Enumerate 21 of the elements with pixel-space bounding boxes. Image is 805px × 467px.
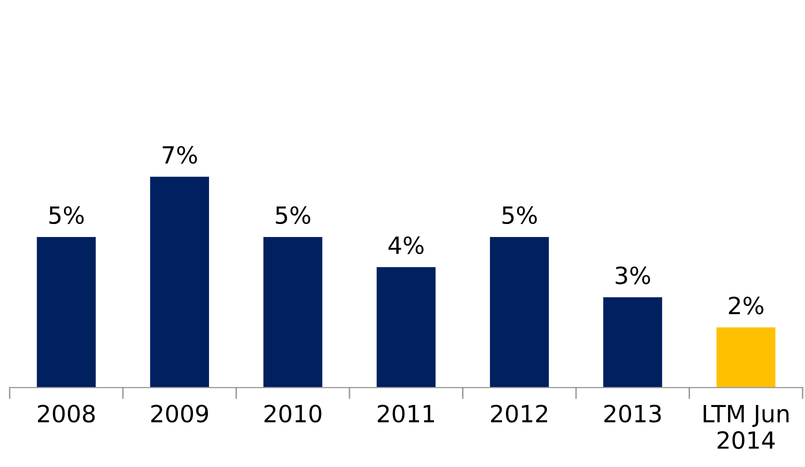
data-label: 5% bbox=[276, 206, 310, 224]
bar bbox=[603, 297, 662, 388]
x-tick-label: LTM Jun 2014 bbox=[704, 405, 788, 449]
bar bbox=[716, 327, 776, 388]
data-label: 5% bbox=[49, 206, 84, 224]
x-tick-label: 2013 bbox=[604, 404, 661, 423]
data-label: 5% bbox=[502, 206, 537, 224]
x-tick-label: 2012 bbox=[491, 404, 548, 423]
data-label: 3% bbox=[616, 266, 650, 284]
bar bbox=[36, 236, 96, 388]
x-tick-label: 2009 bbox=[151, 404, 208, 423]
data-label: 4% bbox=[388, 236, 424, 254]
x-tick-label: 2008 bbox=[38, 404, 95, 423]
bar bbox=[150, 176, 210, 388]
bar bbox=[376, 267, 436, 388]
bar bbox=[490, 236, 549, 388]
data-label: 2% bbox=[728, 296, 764, 314]
data-label: 7% bbox=[162, 146, 197, 164]
x-tick-label: 2010 bbox=[264, 404, 322, 423]
x-tick-label: 2011 bbox=[378, 404, 434, 423]
bar bbox=[263, 236, 322, 388]
